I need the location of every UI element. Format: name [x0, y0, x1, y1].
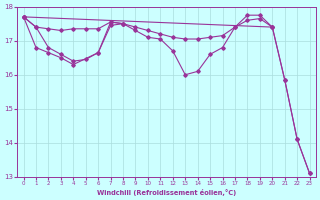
X-axis label: Windchill (Refroidissement éolien,°C): Windchill (Refroidissement éolien,°C) [97, 189, 236, 196]
